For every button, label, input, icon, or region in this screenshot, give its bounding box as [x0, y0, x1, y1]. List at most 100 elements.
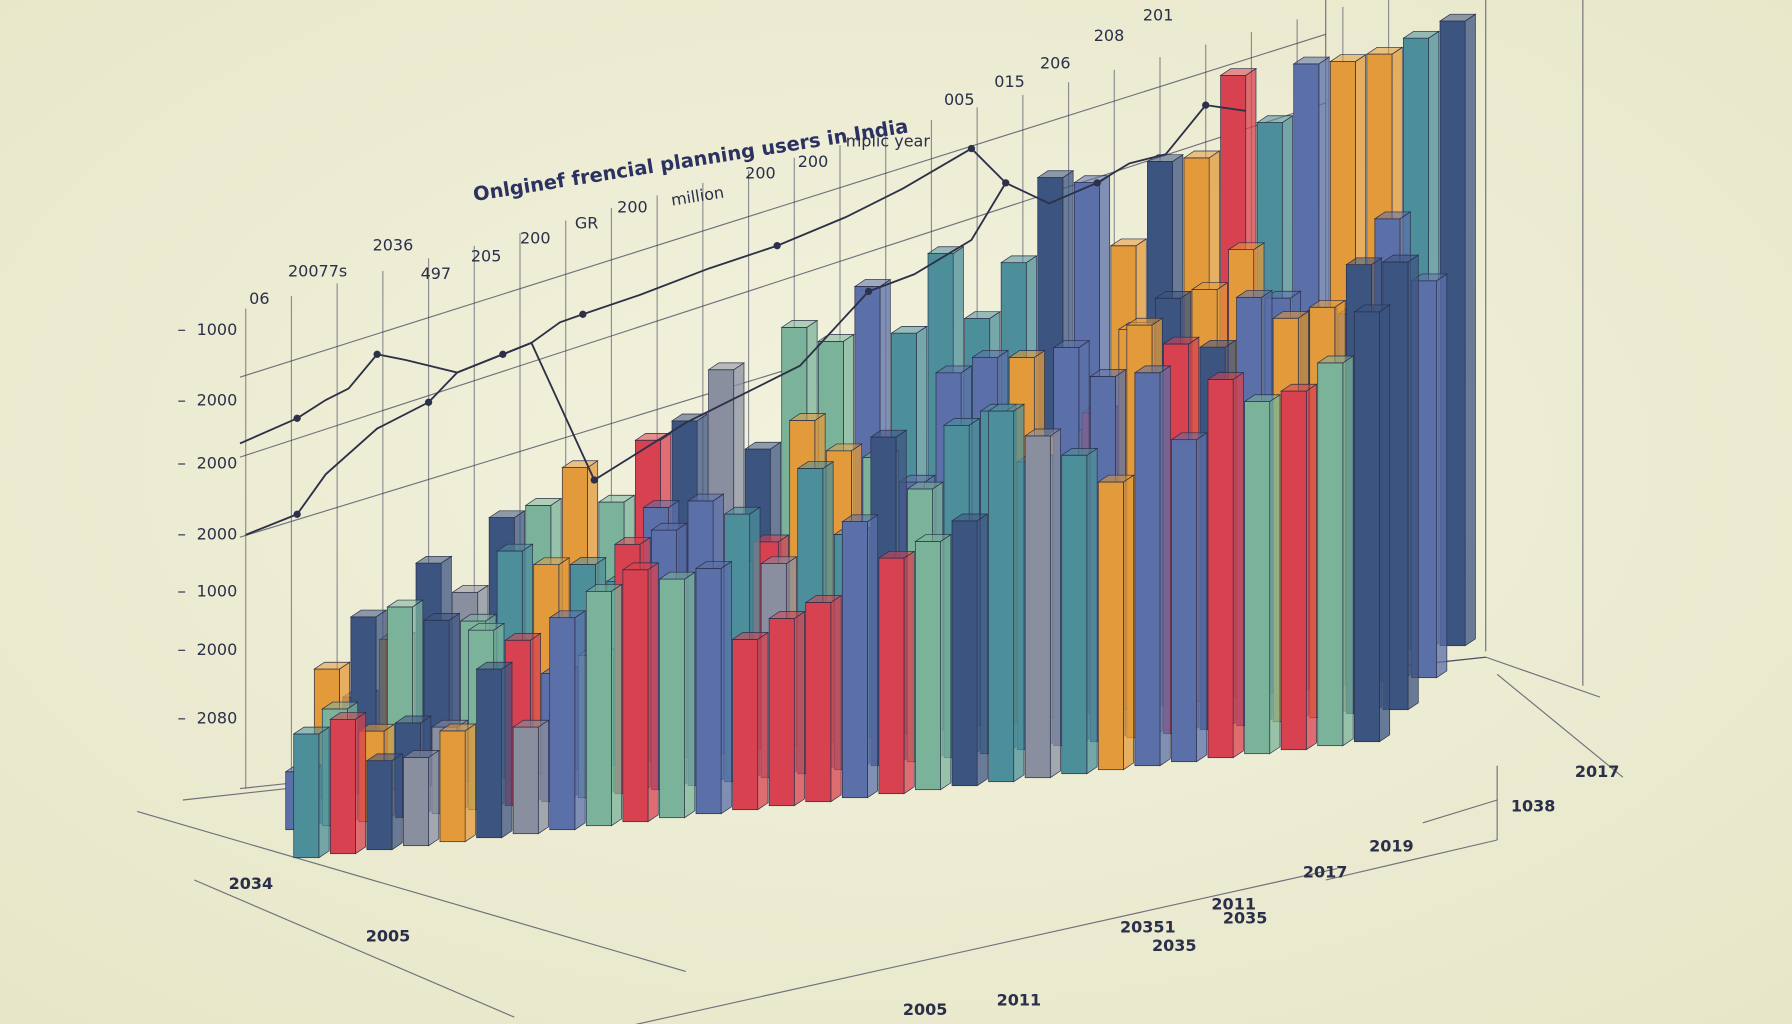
- bar-side: [464, 723, 476, 843]
- bar-top: [987, 403, 1026, 412]
- bar-top: [1373, 211, 1412, 220]
- bar-side: [830, 594, 842, 803]
- bar-side: [1159, 365, 1171, 767]
- bar-top: [869, 429, 908, 438]
- trend-point: [864, 287, 873, 296]
- bar-top: [504, 633, 542, 641]
- top-label: 06: [249, 289, 269, 308]
- top-label: 005: [944, 90, 975, 109]
- bar-top: [1256, 115, 1294, 123]
- bar-front: [878, 557, 905, 795]
- top-label: 497: [421, 264, 452, 283]
- bar-side: [1269, 394, 1281, 755]
- trend-point: [373, 350, 381, 358]
- bar-top: [723, 506, 762, 515]
- bar-top: [329, 712, 367, 720]
- bar-front: [439, 730, 466, 843]
- bar-side: [501, 661, 513, 839]
- top-label: 20077s: [288, 262, 347, 281]
- axis-line: [136, 810, 686, 972]
- trend-point: [590, 476, 598, 484]
- bottom-label: 2017: [1303, 863, 1348, 882]
- bar-top: [349, 609, 388, 618]
- top-label: 205: [471, 247, 502, 266]
- bar-front: [585, 590, 612, 827]
- bar-top: [386, 599, 424, 608]
- trend-point: [579, 310, 587, 318]
- bar-side: [1086, 447, 1098, 775]
- bar-side: [647, 562, 659, 823]
- bar-top: [1345, 257, 1383, 266]
- bottom-label: 20351: [1120, 918, 1176, 937]
- bar-top: [1036, 170, 1075, 178]
- bar-top: [1280, 383, 1318, 392]
- bar-top: [1109, 238, 1148, 247]
- top-label: 200: [520, 228, 551, 247]
- bar-top: [1308, 300, 1347, 308]
- bar-side: [391, 753, 403, 851]
- bar-front: [1097, 481, 1124, 771]
- bar-front: [915, 541, 941, 791]
- bar-top: [1292, 56, 1331, 65]
- bar-top: [1381, 254, 1420, 263]
- bar-top: [1243, 394, 1282, 402]
- bar-top: [906, 481, 944, 490]
- top-label: GR: [575, 214, 599, 233]
- bar-top: [1060, 448, 1099, 456]
- y-axis-label: 2080: [197, 708, 238, 727]
- bar-top: [475, 661, 514, 670]
- trend-point: [1202, 101, 1210, 109]
- bar-top: [1052, 340, 1091, 348]
- bar-top: [890, 326, 928, 334]
- y-axis-label: 1000: [197, 320, 238, 339]
- bar-top: [467, 622, 506, 631]
- bar-top: [524, 498, 563, 506]
- bar-top: [1089, 369, 1127, 377]
- y-axis-label: 1000: [197, 582, 238, 601]
- bar-side: [976, 513, 988, 787]
- top-label: 206: [1040, 54, 1071, 73]
- axis-line: [1422, 799, 1498, 824]
- trend-point: [1093, 179, 1101, 187]
- bar-front: [659, 578, 685, 819]
- bar-top: [548, 610, 587, 619]
- bar-top: [971, 350, 1010, 358]
- bar-front: [1317, 362, 1344, 747]
- bar-top: [451, 585, 490, 593]
- bottom-label: 2034: [229, 874, 274, 893]
- top-label: 2036: [373, 235, 414, 254]
- bar-side: [1342, 355, 1354, 747]
- trend-point: [293, 414, 301, 422]
- bar-top: [1000, 255, 1038, 264]
- bar-front: [695, 568, 722, 815]
- bar-top: [926, 246, 965, 254]
- bar-front: [293, 733, 320, 859]
- axis-line: [1496, 673, 1624, 778]
- bar-top: [934, 365, 973, 374]
- bar-top: [1162, 336, 1200, 345]
- bar-top: [488, 510, 526, 518]
- bar-front: [1024, 435, 1051, 779]
- bar-top: [942, 418, 981, 426]
- bar-top: [1170, 432, 1208, 441]
- bar-side: [684, 571, 696, 819]
- bar-side: [793, 610, 805, 807]
- axis-line: [635, 868, 1338, 1024]
- bar-side: [611, 583, 623, 827]
- top-label: 200: [617, 198, 648, 217]
- bar-top: [1329, 54, 1367, 62]
- bar-top: [496, 543, 534, 552]
- bar-top: [1402, 30, 1440, 39]
- bar-top: [788, 413, 827, 421]
- axis-line: [194, 879, 515, 1018]
- bar-front: [841, 521, 868, 799]
- bar-top: [841, 514, 879, 522]
- bars: [284, 13, 1477, 859]
- bar-top: [780, 320, 819, 328]
- bar-top: [760, 556, 798, 564]
- bar-top: [768, 611, 806, 619]
- bar-top: [796, 461, 835, 469]
- bar-side: [355, 711, 367, 855]
